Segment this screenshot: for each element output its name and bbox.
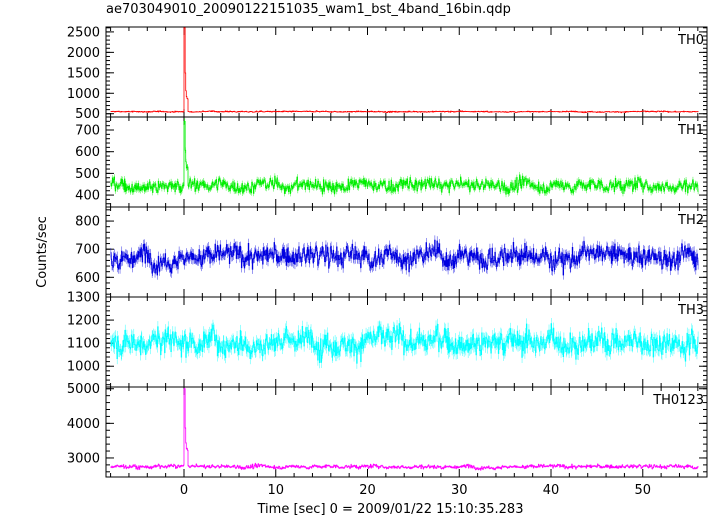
series-TH0 [110,27,699,114]
x-tick-label: 20 [359,483,376,498]
y-tick-label: 400 [75,189,100,204]
panel-frame [105,386,708,478]
x-tick-label: 40 [543,483,560,498]
y-tick-label: 800 [75,215,100,230]
x-tick-label: 30 [451,483,468,498]
series-line-TH0 [110,27,699,114]
y-tick-label: 3000 [67,451,100,466]
y-tick-label: 1300 [67,291,100,306]
y-tick-label: 500 [75,167,100,182]
series-TH1 [110,118,699,198]
y-tick-label: 1000 [67,87,100,102]
series-line-TH0123 [110,388,699,471]
series-TH3 [110,317,699,369]
y-tick-label: 1200 [67,314,100,329]
error-bars-TH0 [110,27,699,113]
series-TH0123 [110,387,699,471]
y-tick-label: 1100 [67,337,100,352]
y-tick-label: 1500 [67,66,100,81]
x-axis-label: Time [sec] 0 = 2009/01/22 15:10:35.283 [257,502,524,516]
error-bars-TH0123 [110,387,699,471]
panel-frame [105,26,708,118]
y-tick-label: 2000 [67,46,100,61]
x-tick-label: 50 [634,483,651,498]
y-axis-label: Counts/sec [35,216,50,288]
y-tick-label: 4000 [67,417,100,432]
y-tick-label: 500 [75,107,100,122]
panel-label-TH0123: TH0123 [652,393,704,408]
error-bars-TH3 [110,317,699,369]
y-tick-label: 600 [75,145,100,160]
y-tick-label: 5000 [67,382,100,397]
panel-label-TH3: TH3 [677,303,704,318]
y-tick-label: 700 [75,124,100,139]
error-bars-TH2 [110,235,699,280]
chart-title: ae703049010_20090122151035_wam1_bst_4ban… [106,2,511,17]
series-line-TH1 [110,120,699,195]
y-tick-label: 2500 [67,25,100,40]
panel-label-TH0: TH0 [677,33,704,48]
y-tick-label: 600 [75,271,100,286]
error-bars-TH1 [110,118,699,198]
y-tick-label: 1000 [67,360,100,375]
panel-frame [105,116,708,208]
panel-label-TH2: TH2 [677,213,704,228]
y-tick-label: 700 [75,243,100,258]
series-TH2 [110,235,699,280]
x-tick-label: 0 [180,483,188,498]
panel-label-TH1: TH1 [677,123,704,138]
x-tick-label: 10 [267,483,284,498]
